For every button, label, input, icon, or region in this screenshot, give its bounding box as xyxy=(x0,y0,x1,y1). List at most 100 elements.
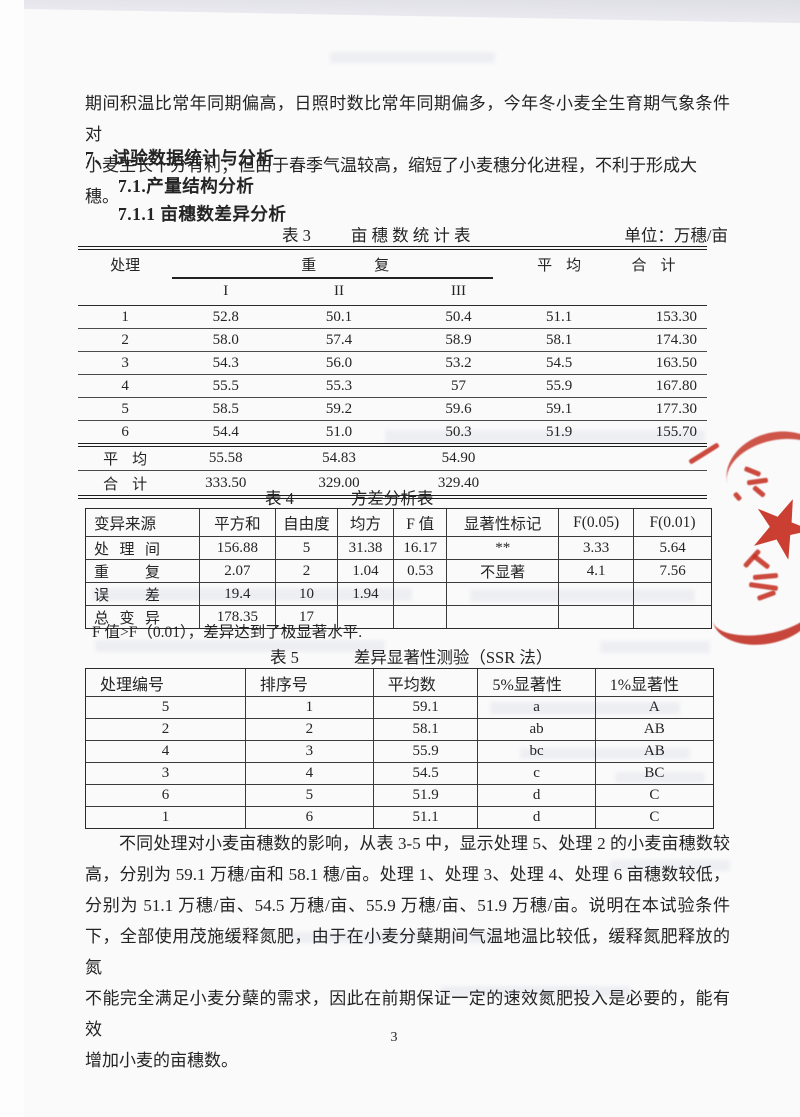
subsection-heading-1: 7.1.产量结构分析 xyxy=(118,176,255,196)
cell-treatment: 5 xyxy=(121,400,129,417)
cell-mean: 55.9 xyxy=(373,741,479,763)
col-repeat-group: 重复 xyxy=(301,257,390,274)
cell-sig: 不显著 xyxy=(447,560,560,583)
col-mean: 平均数 xyxy=(373,669,479,697)
bleedthrough-smudge xyxy=(92,588,412,601)
cell-total: 177.30 xyxy=(655,400,697,417)
col-f001: F(0.01) xyxy=(634,509,711,537)
cell-sig5: a xyxy=(478,697,596,719)
table-row: 4 3 55.9 bc AB xyxy=(86,741,713,763)
table5-caption: 表 5 差异显著性测验（SSR 法） xyxy=(85,645,730,667)
table-row: 1 6 51.1 d C xyxy=(86,807,713,828)
col-average: 平均 xyxy=(537,257,582,274)
analysis-line-3: 分别为 51.1 万穗/亩、54.5 万穗/亩、55.9 万穗/亩、51.9 万… xyxy=(85,896,730,915)
cell-rep2: 55.3 xyxy=(325,377,353,394)
cell-df: 2 xyxy=(276,560,338,583)
cell-total: 153.30 xyxy=(655,308,697,325)
table-row: 3 54.3 56.0 53.2 54.5 163.50 xyxy=(78,352,707,375)
table5: 处理编号 排序号 平均数 5%显著性 1%显著性 5 1 59.1 a A 2 … xyxy=(85,668,714,829)
rep-col-2: II xyxy=(334,283,345,299)
table-row: 处理间 156.88 5 31.38 16.17 ** 3.33 5.64 xyxy=(86,537,711,560)
stamp-stroke xyxy=(752,485,766,498)
stamp-stroke xyxy=(756,589,777,602)
avg-rep1: 55.58 xyxy=(208,450,243,466)
stamp-stroke xyxy=(742,548,762,569)
avg-rep2: 54.83 xyxy=(322,450,356,466)
total-rep1: 333.50 xyxy=(205,474,247,491)
cell-mean: 51.9 xyxy=(373,785,479,807)
cell-sig1: A xyxy=(595,697,713,719)
f-test-note: F 值>F（0.01），差异达到了极显著水平. xyxy=(92,624,363,641)
scan-edge-left xyxy=(0,0,24,1117)
cell-ss: 156.88 xyxy=(199,537,276,560)
cell-rank: 1 xyxy=(245,697,374,719)
analysis-line-2: 高，分别为 59.1 万穗/亩和 58.1 穗/亩。处理 1、处理 3、处理 4… xyxy=(85,865,730,884)
analysis-line-1: 不同处理对小麦亩穗数的影响，从表 3-5 中，显示处理 5、处理 2 的小麦亩穗… xyxy=(119,834,730,853)
analysis-line-4: 下，全部使用茂施缓释氮肥，由于在小麦分蘖期间气温地温比较低，缓释氮肥释放的氮 xyxy=(85,927,730,977)
cell-source: 误差 xyxy=(86,583,200,606)
rep-col-3: III xyxy=(451,283,467,299)
cell-ss: 178.35 xyxy=(200,606,276,628)
cell-total: 174.30 xyxy=(655,331,697,348)
stamp-stroke xyxy=(751,553,771,570)
cell-df: 10 xyxy=(276,583,338,606)
table3: 处理 重复 平均 合计 I II III 1 52.8 50.1 50.4 51… xyxy=(78,246,707,499)
cell-rep3: 50.4 xyxy=(445,308,472,325)
intro-line-2: 小麦生长十分有利；但由于春季气温较高，缩短了小麦穗分化进程，不利于形成大穗。 xyxy=(85,156,697,206)
col-significance: 显著性标记 xyxy=(447,509,560,537)
cell-f05 xyxy=(559,583,635,606)
table-row: 6 54.4 51.0 50.3 51.9 155.70 xyxy=(78,421,707,443)
col-sig5: 5%显著性 xyxy=(478,669,596,697)
stamp-stroke xyxy=(746,477,769,486)
col-sig1: 1%显著性 xyxy=(595,669,713,697)
cell-f: 16.17 xyxy=(394,537,448,560)
table3-repeat-spanner-rule xyxy=(172,277,494,279)
cell-sig: ** xyxy=(447,537,560,560)
cell-total: 163.50 xyxy=(655,354,697,371)
stamp-arc-icon xyxy=(718,422,800,524)
bleedthrough-smudge xyxy=(470,589,695,602)
cell-rank: 4 xyxy=(245,763,374,785)
cell-treatment: 2 xyxy=(121,331,129,348)
table-row: 4 55.5 55.3 57 55.9 167.80 xyxy=(78,375,707,398)
cell-sig5: ab xyxy=(478,719,596,741)
cell-mean: 58.1 xyxy=(373,719,479,741)
cell-avg: 59.1 xyxy=(546,400,573,417)
table-row: 误差 19.4 10 1.94 xyxy=(86,583,711,606)
cell-sig1: C xyxy=(649,809,660,825)
avg-rep3: 54.90 xyxy=(441,450,476,466)
analysis-line-6: 增加小麦的亩穗数。 xyxy=(85,1051,238,1070)
cell-f05: 4.1 xyxy=(559,560,635,583)
cell-rank: 3 xyxy=(245,741,374,763)
cell-treatment: 1 xyxy=(86,807,246,828)
cell-ss: 19.4 xyxy=(199,583,276,606)
cell-treatment: 6 xyxy=(86,785,246,807)
col-sum-squares: 平方和 xyxy=(199,509,276,537)
cell-treatment: 6 xyxy=(121,423,129,440)
table-row: 5 1 59.1 a A xyxy=(86,697,713,719)
cell-total: 167.80 xyxy=(655,377,697,394)
stamp-stroke xyxy=(748,582,779,591)
bleedthrough-smudge xyxy=(490,702,680,714)
cell-sig5: d xyxy=(478,785,596,807)
cell-rep1: 55.5 xyxy=(212,377,239,394)
table3-label: 表 3 xyxy=(282,226,311,245)
table4-label: 表 4 xyxy=(265,489,294,508)
table5-header-row: 处理编号 排序号 平均数 5%显著性 1%显著性 xyxy=(86,669,713,697)
cell-df: 5 xyxy=(276,537,338,560)
table-row: 2 2 58.1 ab AB xyxy=(86,719,713,741)
cell-f01 xyxy=(634,583,711,606)
cell-rep3: 58.9 xyxy=(445,331,472,348)
cell-ms: 1.94 xyxy=(337,583,395,606)
cell-treatment: 3 xyxy=(121,354,129,371)
table4: 变异来源 平方和 自由度 均方 F 值 显著性标记 F(0.05) F(0.01… xyxy=(85,508,712,629)
bleedthrough-smudge xyxy=(95,640,385,652)
cell-treatment: 3 xyxy=(86,763,246,785)
col-df: 自由度 xyxy=(276,509,338,537)
cell-sig xyxy=(447,583,560,606)
stamp-star-icon xyxy=(744,488,800,564)
bleedthrough-smudge xyxy=(600,641,710,653)
cell-source: 处理间 xyxy=(86,537,200,560)
col-f005: F(0.05) xyxy=(559,509,635,537)
stamp-stroke xyxy=(752,572,779,581)
